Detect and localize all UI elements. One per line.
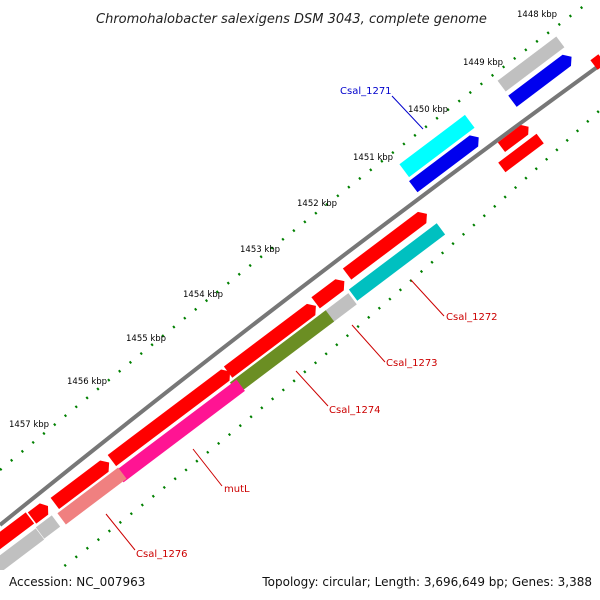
kbp-labels: 1448 kbp 1449 kbp 1450 kbp 1451 kbp 1452…: [9, 10, 557, 430]
outer-tick-ring: [0, 4, 586, 471]
feature-red-c[interactable]: [223, 300, 320, 378]
feature-blue-1271[interactable]: [409, 132, 483, 193]
tick-label-1452: 1452 kbp: [297, 199, 337, 209]
map-title: Chromohalobacter salexigens DSM 3043, co…: [96, 12, 487, 27]
feature-red-g[interactable]: [0, 512, 35, 560]
leader-lines: [105, 95, 445, 551]
label-mutl[interactable]: mutL: [224, 484, 250, 495]
feature-red-e[interactable]: [50, 457, 114, 510]
feature-csal-1276[interactable]: [57, 467, 127, 525]
tick-label-1451: 1451 kbp: [353, 153, 393, 163]
feature-blue-top[interactable]: [508, 51, 576, 107]
inner-tick-ring: [19, 109, 600, 600]
tick-label-1455: 1455 kbp: [126, 334, 166, 344]
label-csal-1271[interactable]: Csal_1271: [340, 86, 392, 97]
topology-summary: Topology: circular; Length: 3,696,649 bp…: [261, 575, 592, 589]
tick-label-1457: 1457 kbp: [9, 420, 49, 430]
tick-label-1448: 1448 kbp: [517, 10, 557, 20]
label-csal-1276[interactable]: Csal_1276: [136, 549, 188, 560]
label-csal-1274[interactable]: Csal_1274: [329, 405, 381, 416]
feature-csal-1274[interactable]: [229, 310, 335, 394]
feature-gray-corner[interactable]: [0, 528, 45, 576]
feature-red-d[interactable]: [107, 366, 235, 467]
feature-red-f[interactable]: [27, 500, 52, 524]
tick-label-1450: 1450 kbp: [408, 105, 448, 115]
tick-label-1454: 1454 kbp: [183, 290, 223, 300]
feature-csal-1271[interactable]: [399, 114, 475, 178]
feature-gray-top[interactable]: [496, 35, 566, 93]
feature-red-b[interactable]: [311, 276, 348, 309]
feature-red-small-1[interactable]: [497, 122, 532, 153]
label-csal-1272[interactable]: Csal_1272: [446, 312, 498, 323]
genome-backbone: [0, 63, 600, 527]
accession-text: Accession: NC_007963: [9, 575, 145, 589]
feature-mutl[interactable]: [115, 379, 245, 483]
footer-background: [0, 570, 600, 600]
feature-red-edge[interactable]: [590, 54, 600, 70]
features: [0, 35, 600, 576]
feature-red-a[interactable]: [342, 208, 431, 280]
feature-red-small-2[interactable]: [498, 133, 544, 173]
tick-label-1456: 1456 kbp: [67, 377, 107, 387]
gene-labels: Csal_1271 Csal_1272 Csal_1273 Csal_1274 …: [136, 86, 498, 560]
label-csal-1273[interactable]: Csal_1273: [386, 358, 438, 369]
feature-csal-1272[interactable]: [348, 223, 446, 301]
tick-label-1453: 1453 kbp: [240, 245, 280, 255]
tick-label-1449: 1449 kbp: [463, 58, 503, 68]
feature-gray-bottom[interactable]: [35, 515, 61, 539]
